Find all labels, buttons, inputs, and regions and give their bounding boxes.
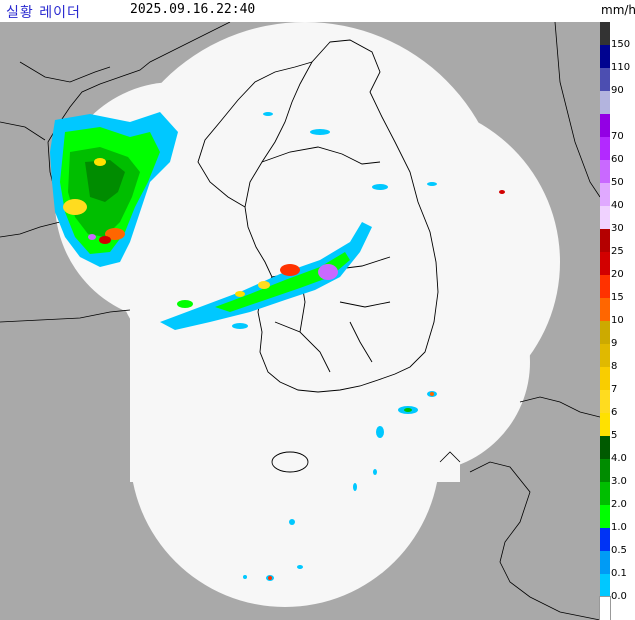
legend-swatch — [600, 321, 610, 345]
legend-swatch — [600, 22, 610, 46]
jeju-island — [271, 451, 309, 473]
legend-tick-label: 4.0 — [611, 453, 627, 464]
legend-swatch — [600, 436, 610, 460]
legend-swatch — [600, 137, 610, 161]
legend-tick-label: 40 — [611, 200, 624, 211]
legend-swatch — [600, 229, 610, 253]
legend-swatch — [600, 206, 610, 230]
legend-swatch — [600, 528, 610, 552]
page-title: 실황 레이더 — [6, 5, 81, 21]
legend-swatch — [600, 459, 610, 483]
legend-swatch — [600, 367, 610, 391]
legend-tick-label: 15 — [611, 292, 624, 303]
japan-coastline — [439, 396, 600, 620]
legend-swatch — [600, 298, 610, 322]
legend-swatch — [600, 574, 610, 598]
legend-tick-label: 50 — [611, 177, 624, 188]
legend-tick-label: 8 — [611, 361, 618, 372]
legend-tick-label: 0.5 — [611, 545, 627, 556]
legend-tick-label: 7 — [611, 384, 618, 395]
legend-tick-label: 70 — [611, 131, 624, 142]
legend-tick-label: 90 — [611, 85, 624, 96]
legend-swatch — [600, 114, 610, 138]
legend-tick-label: 3.0 — [611, 476, 627, 487]
legend-swatch-empty — [599, 596, 611, 620]
legend-swatch — [600, 482, 610, 506]
legend-swatch — [600, 45, 610, 69]
legend-tick-label: 0.0 — [611, 591, 627, 602]
legend-tick-label: 1.0 — [611, 522, 627, 533]
legend-tick-label: 2.0 — [611, 499, 627, 510]
legend-swatch — [600, 551, 610, 575]
radar-map-canvas — [0, 22, 600, 620]
legend-swatch — [600, 91, 610, 115]
rain-rate-legend: 150 110 90 70 60 50 40 30 25 20 15 10 9 8 7 6 5 4.0 3.0 2.0… — [599, 22, 635, 620]
legend-tick-label: 25 — [611, 246, 624, 257]
legend-swatch — [600, 160, 610, 184]
legend-swatch — [600, 390, 610, 414]
legend-unit: mm/h — [601, 3, 635, 17]
legend-tick-label: 20 — [611, 269, 624, 280]
legend-tick-label: 150 — [611, 39, 631, 50]
legend-tick-label: 110 — [611, 62, 631, 73]
radar-map[interactable] — [0, 22, 600, 620]
legend-swatch — [600, 183, 610, 207]
legend-swatch — [600, 344, 610, 368]
legend-tick-label: 6 — [611, 407, 618, 418]
radar-echo-central-band — [160, 222, 372, 330]
legend-tick-label: 0.1 — [611, 568, 627, 579]
radar-echo-intense-spots — [268, 190, 505, 580]
legend-swatch — [600, 275, 610, 299]
radar-echo-scattered — [243, 112, 437, 581]
radar-echo-west-cluster — [50, 112, 178, 267]
legend-tick-label: 9 — [611, 338, 618, 349]
legend-tick-label: 30 — [611, 223, 624, 234]
header-bar: 실황 레이더 2025.09.16.22:40 mm/h — [0, 0, 635, 22]
legend-tick-label: 5 — [611, 430, 618, 441]
legend-swatch — [600, 413, 610, 437]
legend-tick-label: 60 — [611, 154, 624, 165]
legend-swatch — [600, 252, 610, 276]
legend-swatch — [600, 68, 610, 92]
observation-timestamp: 2025.09.16.22:40 — [130, 2, 256, 17]
legend-swatch — [600, 505, 610, 529]
legend-tick-label: 10 — [611, 315, 624, 326]
